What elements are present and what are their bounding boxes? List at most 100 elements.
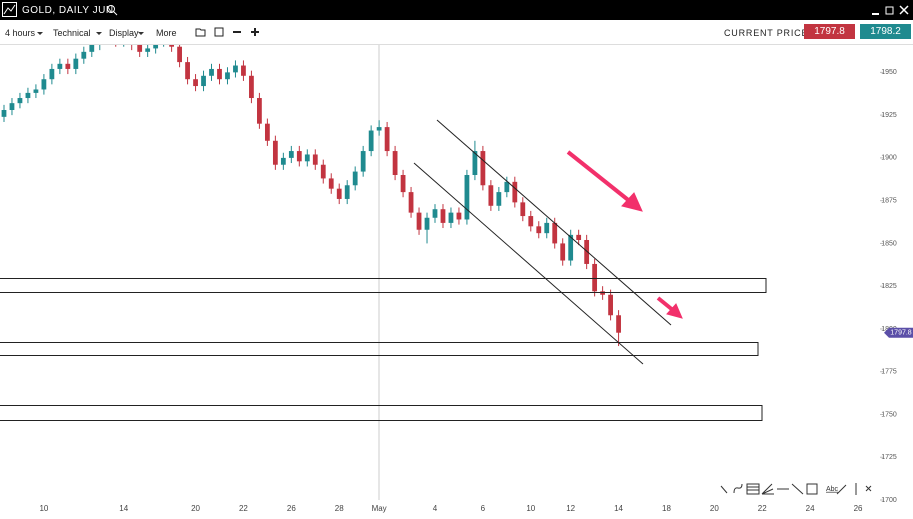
candle-body xyxy=(280,157,286,165)
candle-body xyxy=(312,154,318,165)
candle-body xyxy=(57,63,63,69)
candle-body xyxy=(344,185,350,199)
candle-body xyxy=(177,46,182,63)
candle-body xyxy=(392,151,398,175)
candle-body xyxy=(552,222,558,244)
candle-body xyxy=(145,48,151,52)
title-bar: GOLD, DAILY JUN xyxy=(0,0,913,20)
x-tick-label: 20 xyxy=(710,504,719,513)
x-tick-label: 22 xyxy=(239,504,248,513)
sell-price[interactable]: 1797.8 xyxy=(804,24,855,39)
channel-line xyxy=(413,162,644,365)
channel-line xyxy=(436,119,672,326)
candle-body xyxy=(592,263,598,292)
candle-body xyxy=(512,181,518,203)
candle-body xyxy=(33,89,39,93)
candle-body xyxy=(73,58,79,69)
timeframe[interactable]: 4 hours xyxy=(5,28,36,38)
candle-body xyxy=(249,75,254,99)
candle-body xyxy=(304,154,310,162)
candle-body xyxy=(584,240,590,264)
candle-body xyxy=(576,234,582,240)
x-tick-label: 20 xyxy=(191,504,200,513)
candle-body xyxy=(456,212,462,220)
y-tick-label: 1750 xyxy=(881,411,897,418)
last-price-label: 1797.8 xyxy=(890,330,912,337)
x-tick-label: 28 xyxy=(335,504,344,513)
candle-body xyxy=(368,130,374,152)
candle-body xyxy=(472,151,478,175)
candle-body xyxy=(416,212,422,230)
candle-body xyxy=(488,185,494,206)
candle-body xyxy=(241,65,246,76)
x-tick-label: 10 xyxy=(39,504,48,513)
y-tick-label: 1925 xyxy=(881,112,897,119)
candle-body xyxy=(209,68,214,76)
y-tick-label: 1775 xyxy=(881,369,897,376)
candle-body xyxy=(264,123,270,141)
y-tick-label: 1825 xyxy=(881,283,897,290)
toolbar: 4 hours Technical Display More CURRENT P… xyxy=(0,20,913,45)
y-tick-label: 1950 xyxy=(881,69,897,76)
candle-body xyxy=(520,202,526,217)
candle-body xyxy=(504,181,510,193)
candle-body xyxy=(384,127,390,152)
candle-body xyxy=(496,192,502,206)
x-tick-label: 18 xyxy=(662,504,671,513)
x-tick-label: 26 xyxy=(287,504,296,513)
candle-body xyxy=(448,212,454,223)
candle-body xyxy=(25,92,31,99)
window-controls[interactable] xyxy=(870,4,910,18)
last-price-tag xyxy=(884,327,913,338)
x-tick-label: May xyxy=(372,504,387,513)
text-tool[interactable]: Abc xyxy=(826,486,839,493)
candle-body xyxy=(81,51,87,59)
y-tick-label: 1850 xyxy=(881,240,897,247)
drawing-tools[interactable] xyxy=(720,483,872,495)
zone xyxy=(0,342,759,356)
menu[interactable]: More xyxy=(156,28,177,38)
y-tick-label: 1900 xyxy=(881,155,897,162)
arrow-head xyxy=(621,192,643,212)
candle-body xyxy=(272,140,278,165)
y-tick-label: 1800 xyxy=(881,326,897,333)
candle-body xyxy=(568,234,574,261)
candle-body xyxy=(9,103,15,110)
x-tick-label: 14 xyxy=(614,504,623,513)
candle-body xyxy=(480,151,486,186)
candle-body xyxy=(544,222,550,234)
zone xyxy=(0,278,767,293)
search-icon[interactable] xyxy=(106,4,118,16)
candle-body xyxy=(225,72,230,80)
x-tick-label: 26 xyxy=(854,504,863,513)
candle-body xyxy=(440,209,446,223)
buy-price[interactable]: 1798.2 xyxy=(860,24,911,39)
candle-body xyxy=(17,98,23,104)
y-tick-label: 1700 xyxy=(881,497,897,504)
candle-body xyxy=(257,98,262,124)
candle-body xyxy=(328,178,334,189)
candle-body xyxy=(185,62,190,80)
current-price-label: CURRENT PRICE: xyxy=(724,28,812,38)
candle-body xyxy=(41,79,47,90)
arrow xyxy=(656,296,676,313)
candle-body xyxy=(560,243,566,261)
x-tick-label: 22 xyxy=(758,504,767,513)
candle-body xyxy=(464,175,470,220)
candle-body xyxy=(376,127,382,131)
menu[interactable]: Technical xyxy=(53,28,91,38)
candle-body xyxy=(320,164,326,179)
candle-body xyxy=(65,63,71,69)
candle-body xyxy=(536,226,542,234)
arrow xyxy=(566,150,634,205)
candle-body xyxy=(49,68,55,80)
plot-area xyxy=(1,45,621,347)
candle-body xyxy=(1,110,7,117)
menu[interactable]: Display xyxy=(109,28,139,38)
candle-body xyxy=(217,68,222,80)
candle-body xyxy=(424,217,430,230)
candle-body xyxy=(137,45,143,52)
toolbar-icons[interactable] xyxy=(195,20,265,44)
candle-body xyxy=(352,171,358,186)
